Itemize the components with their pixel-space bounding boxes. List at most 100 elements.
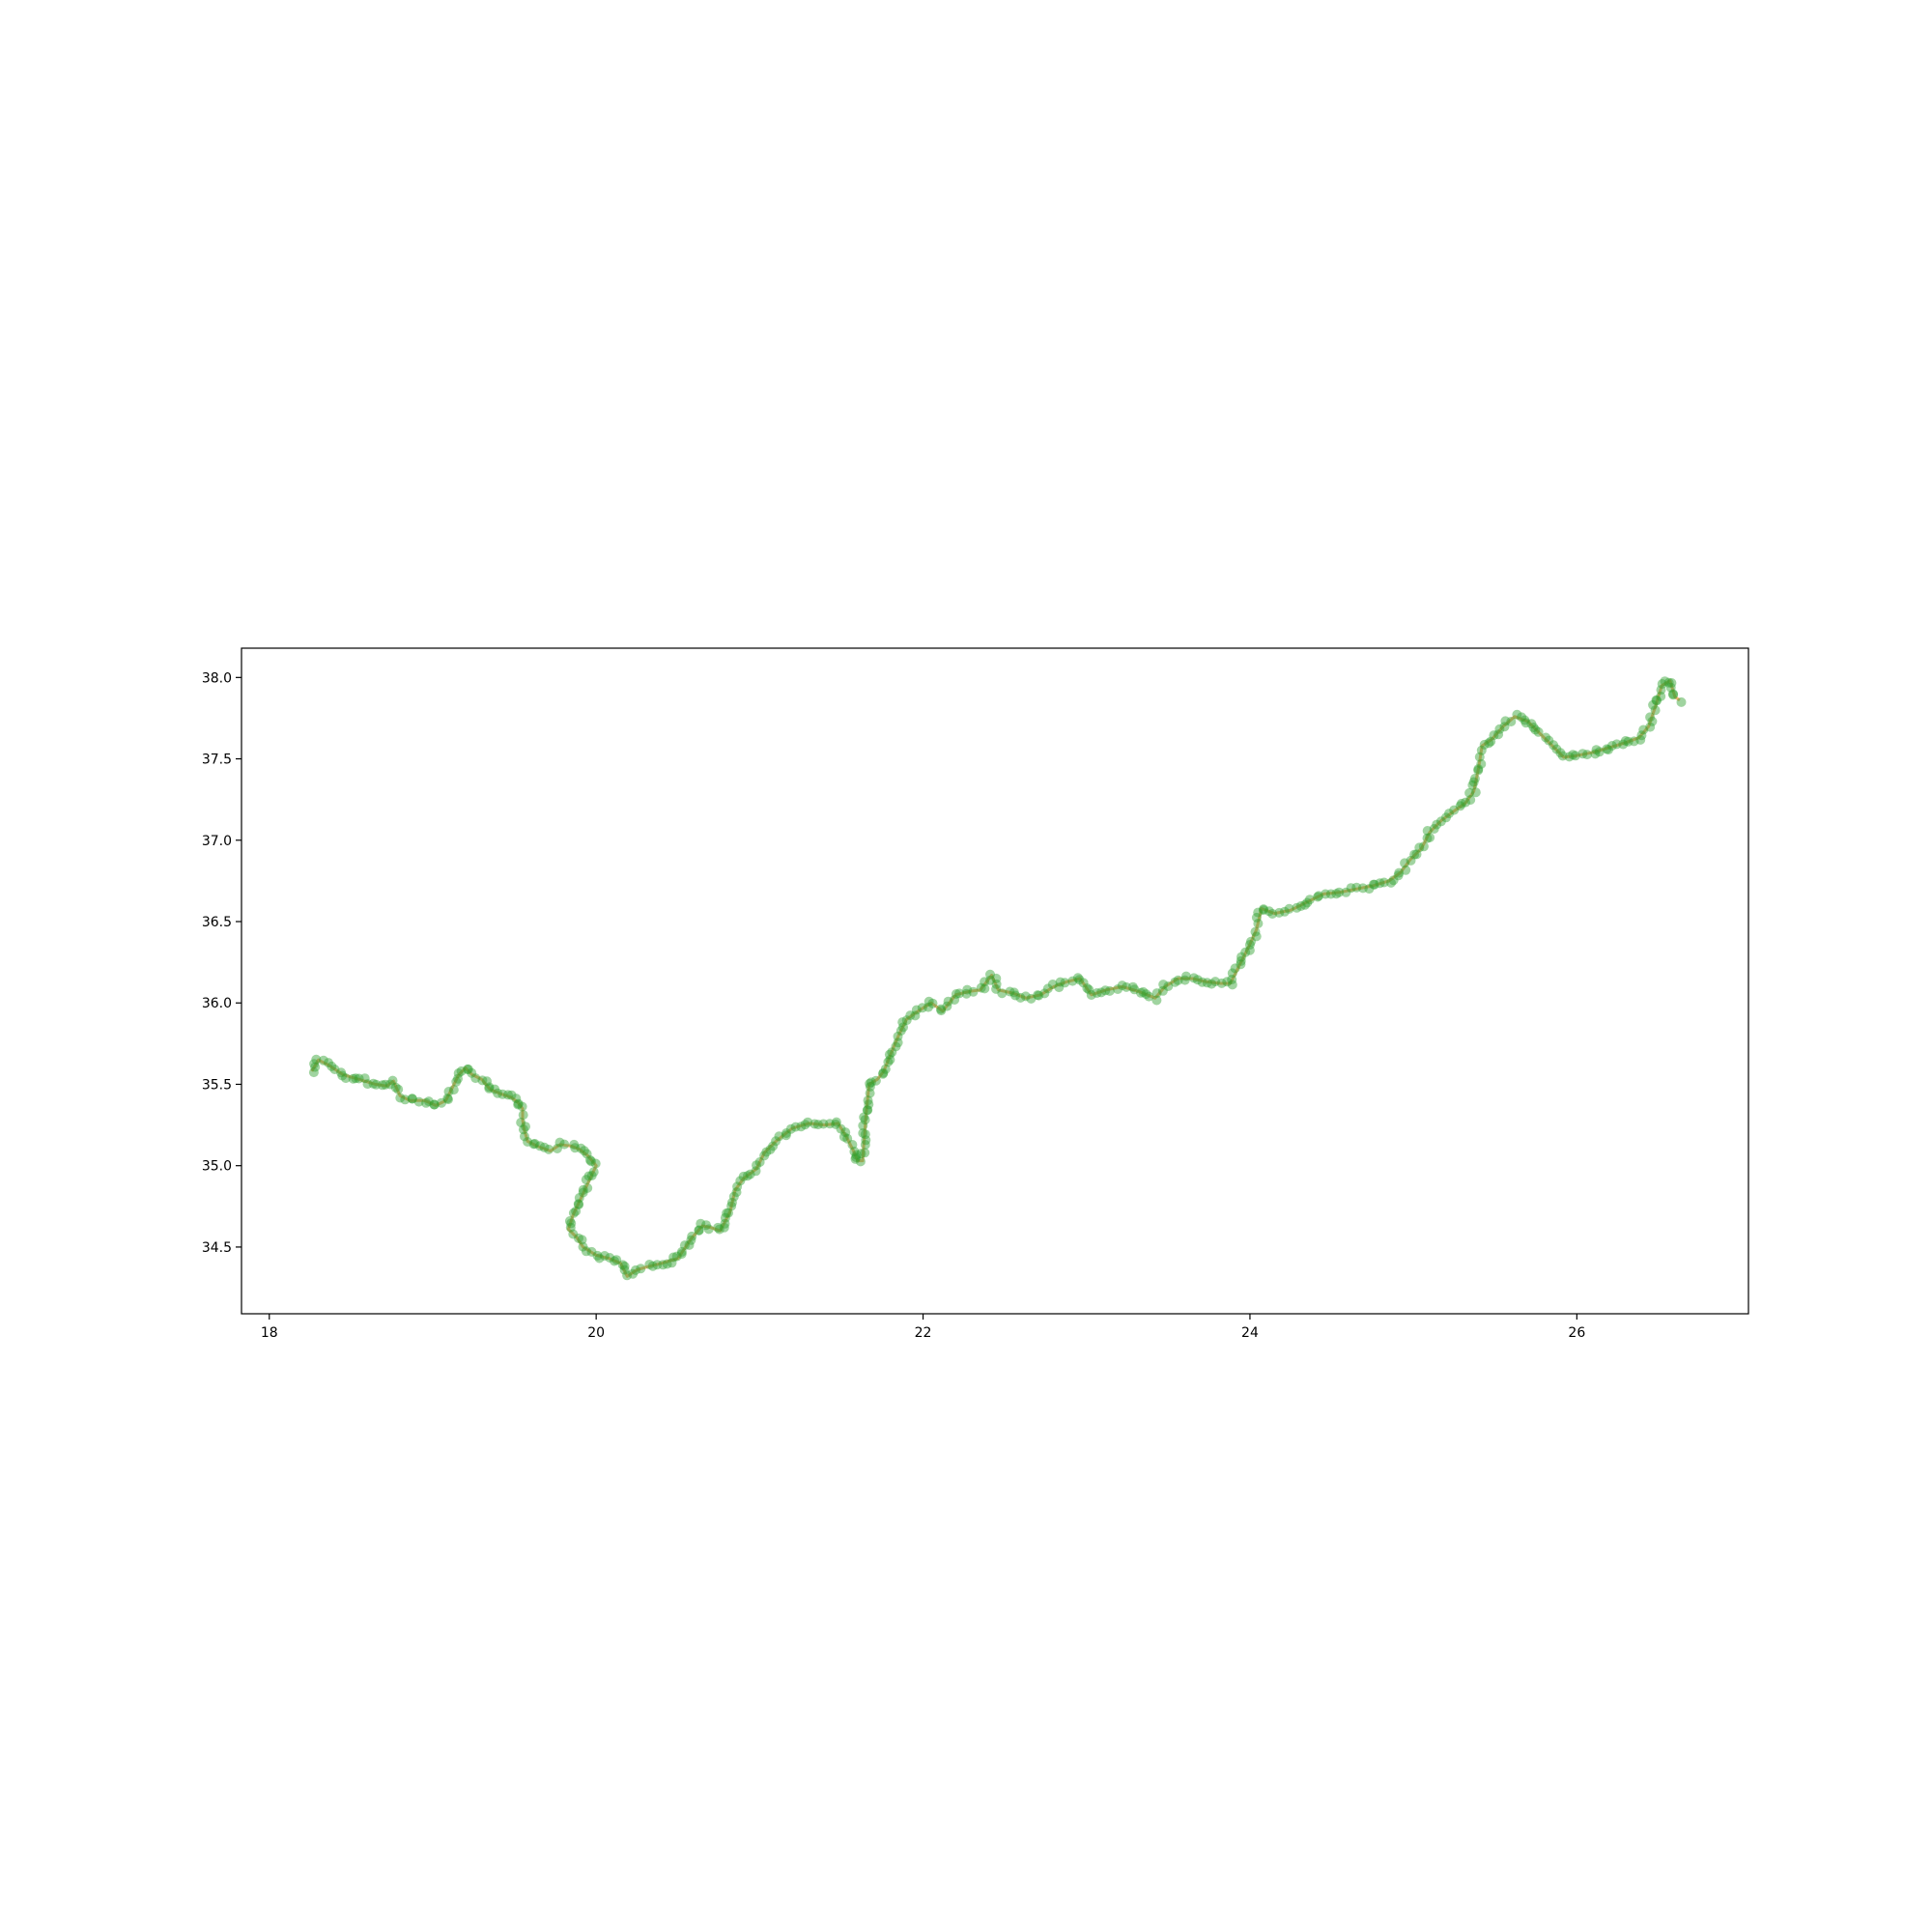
track-point: [554, 1137, 565, 1148]
track-point: [1611, 739, 1622, 750]
track-point: [703, 1224, 714, 1235]
track-point: [535, 1141, 545, 1151]
track-point: [1334, 887, 1345, 897]
track-point: [1484, 738, 1494, 749]
track-point: [781, 1128, 791, 1138]
track-point: [936, 1006, 947, 1016]
track-point: [1378, 877, 1389, 888]
track-point: [1067, 976, 1078, 986]
track-point: [1259, 904, 1268, 915]
track-point: [385, 1079, 395, 1090]
track-point: [897, 1017, 908, 1028]
track-point: [1468, 777, 1479, 787]
track-point: [980, 983, 990, 994]
track-point: [1594, 747, 1605, 757]
track-point: [1406, 855, 1416, 866]
track-point: [1520, 715, 1530, 725]
track-point: [831, 1117, 841, 1127]
track-point: [511, 1094, 522, 1104]
track-point: [1393, 870, 1404, 881]
track-point: [1457, 798, 1466, 809]
track-point: [1368, 879, 1378, 890]
track-point: [1476, 758, 1487, 769]
track-point: [745, 1169, 755, 1179]
track-point: [311, 1054, 322, 1065]
track-point: [954, 988, 965, 999]
track-point: [887, 1047, 897, 1058]
track-point: [407, 1094, 417, 1104]
track-point: [309, 1059, 320, 1069]
track-point: [1479, 739, 1490, 750]
track-point: [1582, 750, 1592, 760]
track-point: [371, 1079, 382, 1090]
track-point: [842, 1133, 853, 1144]
track-point: [484, 1083, 495, 1094]
track-point: [348, 1073, 358, 1084]
track-point: [1113, 984, 1123, 994]
track-point: [579, 1146, 589, 1156]
track-point: [1638, 724, 1649, 735]
track-point: [1449, 805, 1460, 815]
track-point: [529, 1139, 540, 1149]
track-point: [810, 1119, 820, 1129]
x-tick-label-1: 20: [587, 1325, 605, 1341]
track-point: [771, 1136, 781, 1147]
track-point: [628, 1268, 639, 1279]
y-tick-label-6: 37.5: [202, 753, 232, 768]
track-point: [1494, 724, 1505, 734]
track-point: [1170, 977, 1180, 987]
track-point: [523, 1137, 533, 1147]
track-point: [671, 1251, 682, 1262]
track-point: [453, 1073, 463, 1084]
track-point: [577, 1235, 587, 1245]
track-point: [885, 1055, 895, 1065]
track-point: [991, 983, 1002, 994]
track-point: [1663, 677, 1674, 688]
y-axis: 34.5 35.0 35.5 36.0 36.5 37.0 37.5 38.0: [202, 670, 242, 1256]
track-point: [1564, 752, 1575, 762]
track-point: [726, 1201, 737, 1211]
track-point: [1246, 936, 1256, 947]
track-point: [849, 1147, 860, 1156]
track-point: [1240, 947, 1251, 957]
track-point: [1227, 968, 1237, 979]
track-point: [582, 1182, 593, 1193]
track-point: [1084, 984, 1094, 995]
track-point: [569, 1139, 580, 1150]
track-point: [1464, 787, 1475, 798]
track-point: [1039, 988, 1050, 999]
track-point: [1082, 983, 1093, 993]
track-point: [318, 1055, 328, 1065]
track-point: [559, 1139, 570, 1150]
track-point: [400, 1094, 411, 1105]
track-point: [1660, 676, 1670, 687]
track-point: [781, 1130, 791, 1141]
track-point: [1645, 722, 1656, 732]
track-point: [1623, 736, 1634, 747]
track-point: [803, 1117, 813, 1127]
track-point: [513, 1099, 524, 1110]
track-point: [1636, 730, 1647, 741]
track-point: [329, 1065, 340, 1074]
track-point: [1264, 906, 1274, 917]
track-point: [586, 1246, 597, 1257]
track-point: [1033, 990, 1043, 1001]
track-point: [1054, 982, 1065, 993]
track-point: [686, 1235, 696, 1245]
track-point: [1551, 744, 1562, 754]
track-point: [1602, 744, 1612, 754]
track-point: [1179, 975, 1190, 985]
track-point: [684, 1239, 695, 1250]
track-point: [539, 1142, 550, 1152]
track-point: [726, 1197, 737, 1208]
track-point: [694, 1225, 704, 1236]
track-point: [694, 1225, 704, 1236]
track-point: [696, 1218, 706, 1229]
track-point: [584, 1154, 595, 1165]
track-point: [1117, 980, 1127, 991]
track-point: [1236, 952, 1246, 962]
track-point: [927, 998, 938, 1009]
track-point: [728, 1191, 739, 1202]
x-tick-label-0: 18: [261, 1325, 278, 1341]
track-point: [1009, 987, 1019, 998]
